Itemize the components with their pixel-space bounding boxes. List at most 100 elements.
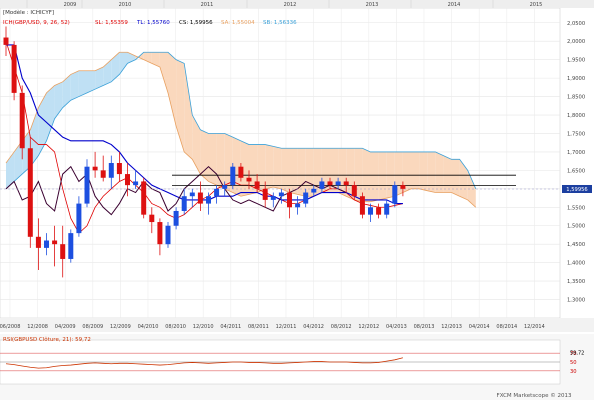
- candle-body: [295, 203, 301, 208]
- cloud-segment: [127, 52, 136, 64]
- cloud-segment: [370, 151, 379, 202]
- rsi-current-label: 59,72: [570, 351, 584, 357]
- x-tick-label: 08/2013: [414, 324, 435, 330]
- cloud-segment: [451, 159, 460, 197]
- cloud-segment: [419, 151, 428, 191]
- cloud-segment: [427, 151, 436, 193]
- cloud-segment: [257, 144, 266, 193]
- candle-body: [319, 181, 325, 189]
- candle-body: [206, 196, 211, 204]
- y-tick-label: 1,9000: [567, 76, 585, 82]
- year-label: 2012: [284, 2, 297, 8]
- y-tick-label: 2,0500: [567, 21, 585, 27]
- senkou-a-line: [5, 51, 477, 208]
- x-tick-label: 04/2010: [138, 324, 159, 330]
- cloud-segment: [70, 70, 79, 101]
- candle-body: [278, 192, 284, 197]
- candle-body: [68, 233, 74, 259]
- cloud-segment: [402, 151, 411, 193]
- x-tick-label: 12/2008: [27, 324, 48, 330]
- candle-body: [100, 170, 106, 178]
- cloud-segment: [159, 52, 168, 93]
- candle-body: [197, 192, 203, 204]
- header-value-label: SB: 1,56336: [263, 20, 297, 26]
- candle-body: [359, 196, 365, 215]
- cloud-segment: [87, 70, 96, 93]
- cloud-segment: [208, 133, 217, 186]
- year-label: 2014: [448, 2, 461, 8]
- rsi-level-label: 70: [570, 351, 577, 357]
- cloud-segment: [38, 92, 47, 156]
- x-tick-label: 08/2009: [82, 324, 103, 330]
- y-tick-label: 1,3500: [567, 279, 585, 285]
- header-value-label: SA: 1,55004: [221, 20, 255, 26]
- cloud-segment: [273, 146, 282, 189]
- header-value-label: TL: 1,55760: [136, 20, 170, 26]
- candle-body: [311, 188, 317, 193]
- candle-body: [84, 166, 90, 204]
- candle-body: [343, 181, 349, 186]
- x-tick-label: 12/2011: [276, 324, 297, 330]
- cloud-segment: [6, 151, 15, 189]
- kijun-line: [6, 44, 403, 205]
- y-tick-label: 1,7000: [567, 150, 585, 156]
- year-label: 2009: [64, 2, 77, 8]
- candle-body: [149, 214, 155, 223]
- x-tick-label: 06/2008: [0, 324, 20, 330]
- cloud-segment: [54, 81, 63, 119]
- cloud-segment: [265, 144, 274, 189]
- candle-body: [327, 181, 333, 186]
- candle-body: [384, 203, 390, 215]
- x-tick-label: 08/2012: [331, 324, 352, 330]
- y-tick-label: 2,0000: [567, 39, 585, 45]
- candle-body: [52, 240, 58, 245]
- x-tick-label: 04/2012: [303, 324, 324, 330]
- year-label: 2013: [366, 2, 379, 8]
- x-tick-label: 08/2011: [248, 324, 269, 330]
- cloud-segment: [78, 70, 87, 97]
- candle-body: [125, 174, 130, 186]
- cloud-segment: [46, 85, 55, 141]
- candle-body: [27, 148, 33, 237]
- candle-body: [214, 188, 220, 197]
- cloud-segment: [111, 52, 120, 82]
- cloud-segment: [297, 148, 306, 197]
- candle-body: [230, 166, 236, 186]
- cloud-segment: [459, 159, 468, 200]
- y-tick-label: 1,4000: [567, 261, 585, 267]
- cloud-segment: [467, 170, 476, 208]
- candle-body: [262, 188, 268, 200]
- candle-body: [303, 192, 309, 204]
- x-tick-label: 12/2010: [193, 324, 214, 330]
- candle-body: [254, 181, 260, 189]
- cloud-segment: [200, 129, 209, 182]
- cloud-segment: [411, 151, 420, 189]
- candle-body: [351, 185, 357, 197]
- cloud-segment: [103, 59, 112, 86]
- cloud-segment: [443, 155, 452, 193]
- y-tick-label: 1,4500: [567, 242, 585, 248]
- candle-body: [11, 44, 17, 93]
- cloud-segment: [168, 52, 177, 127]
- y-tick-label: 1,3000: [567, 298, 585, 304]
- rsi-level-label: 50: [570, 360, 577, 366]
- cloud-segment: [95, 67, 104, 90]
- candle-body: [60, 244, 66, 259]
- x-tick-label: 12/2009: [110, 324, 131, 330]
- candle-body: [3, 37, 9, 45]
- candle-body: [108, 163, 114, 178]
- candle-body: [246, 177, 252, 182]
- x-tick-label: 04/2013: [386, 324, 407, 330]
- candle-body: [157, 222, 163, 245]
- cloud-segment: [151, 52, 160, 68]
- cloud-segment: [184, 63, 193, 160]
- x-tick-label: 08/2014: [496, 324, 517, 330]
- year-label: 2015: [530, 2, 543, 8]
- year-label: 2010: [119, 2, 132, 8]
- candle-body: [76, 203, 82, 234]
- cloud-segment: [240, 140, 249, 197]
- candle-body: [368, 207, 373, 215]
- x-tick-label: 04/2009: [55, 324, 76, 330]
